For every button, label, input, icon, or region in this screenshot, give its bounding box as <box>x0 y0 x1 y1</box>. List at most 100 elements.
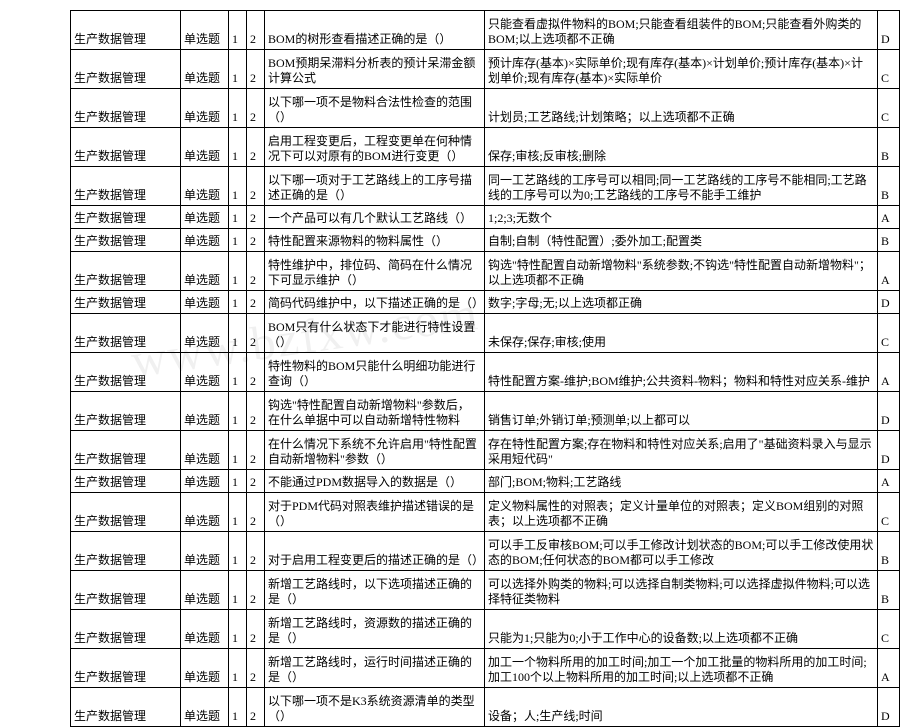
cell-n1: 1 <box>229 206 247 229</box>
cell-options: 同一工艺路线的工序号可以相同;同一工艺路线的工序号不能相同;工艺路线的工序号可以… <box>485 167 878 206</box>
cell-options: 1;2;3;无数个 <box>485 206 878 229</box>
cell-question: BOM的树形查看描述正确的是（） <box>265 11 485 50</box>
cell-options: 只能查看虚拟件物料的BOM;只能查看组装件的BOM;只能查看外购类的BOM;以上… <box>485 11 878 50</box>
table-row: 生产数据管理单选题12BOM只有什么状态下才能进行特性设置（）未保存;保存;审核… <box>71 314 900 353</box>
cell-type: 单选题 <box>181 314 229 353</box>
cell-type: 单选题 <box>181 167 229 206</box>
cell-question: 一个产品可以有几个默认工艺路线（） <box>265 206 485 229</box>
cell-options: 设备；人;生产线;时间 <box>485 688 878 727</box>
cell-n1: 1 <box>229 229 247 252</box>
cell-answer: C <box>878 493 900 532</box>
cell-n1: 1 <box>229 493 247 532</box>
cell-question: 不能通过PDM数据导入的数据是（） <box>265 470 485 493</box>
cell-question: 特性物料的BOM只能什么明细功能进行查询（） <box>265 353 485 392</box>
cell-n2: 2 <box>247 493 265 532</box>
cell-answer: B <box>878 571 900 610</box>
cell-n2: 2 <box>247 50 265 89</box>
cell-n2: 2 <box>247 89 265 128</box>
cell-n2: 2 <box>247 610 265 649</box>
cell-type: 单选题 <box>181 571 229 610</box>
cell-n2: 2 <box>247 206 265 229</box>
table-row: 生产数据管理单选题12特性物料的BOM只能什么明细功能进行查询（）特性配置方案-… <box>71 353 900 392</box>
cell-n2: 2 <box>247 571 265 610</box>
cell-category: 生产数据管理 <box>71 610 181 649</box>
cell-type: 单选题 <box>181 252 229 291</box>
cell-category: 生产数据管理 <box>71 229 181 252</box>
cell-type: 单选题 <box>181 493 229 532</box>
cell-answer: B <box>878 532 900 571</box>
table-row: 生产数据管理单选题12新增工艺路线时，资源数的描述正确的是（）只能为1;只能为0… <box>71 610 900 649</box>
cell-options: 定义物料属性的对照表；定义计量单位的对照表；定义BOM组别的对照表；以上选项都不… <box>485 493 878 532</box>
cell-type: 单选题 <box>181 353 229 392</box>
cell-category: 生产数据管理 <box>71 89 181 128</box>
cell-options: 钩选"特性配置自动新增物料"系统参数;不钩选"特性配置自动新增物料"；以上选项都… <box>485 252 878 291</box>
cell-answer: B <box>878 229 900 252</box>
table-row: 生产数据管理单选题12简码代码维护中，以下描述正确的是（）数字;字母;无;以上选… <box>71 291 900 314</box>
table-row: 生产数据管理单选题12特性配置来源物料的物料属性（）自制;自制（特性配置）;委外… <box>71 229 900 252</box>
cell-type: 单选题 <box>181 206 229 229</box>
table-row: 生产数据管理单选题12不能通过PDM数据导入的数据是（）部门;BOM;物料;工艺… <box>71 470 900 493</box>
cell-category: 生产数据管理 <box>71 11 181 50</box>
cell-type: 单选题 <box>181 392 229 431</box>
table-row: 生产数据管理单选题12对于PDM代码对照表维护描述错误的是（）定义物料属性的对照… <box>71 493 900 532</box>
cell-options: 计划员;工艺路线;计划策略；以上选项都不正确 <box>485 89 878 128</box>
cell-answer: D <box>878 431 900 470</box>
cell-category: 生产数据管理 <box>71 50 181 89</box>
table-row: 生产数据管理单选题12以下哪一项不是K3系统资源清单的类型（）设备；人;生产线;… <box>71 688 900 727</box>
cell-n1: 1 <box>229 50 247 89</box>
cell-n1: 1 <box>229 649 247 688</box>
cell-type: 单选题 <box>181 649 229 688</box>
cell-n1: 1 <box>229 128 247 167</box>
cell-answer: B <box>878 128 900 167</box>
cell-type: 单选题 <box>181 470 229 493</box>
cell-options: 自制;自制（特性配置）;委外加工;配置类 <box>485 229 878 252</box>
cell-question: 钩选"特性配置自动新增物料"参数后，在什么单据中可以自动新增特性物料 <box>265 392 485 431</box>
cell-answer: A <box>878 470 900 493</box>
cell-type: 单选题 <box>181 50 229 89</box>
cell-options: 销售订单;外销订单;预测单;以上都可以 <box>485 392 878 431</box>
cell-n1: 1 <box>229 353 247 392</box>
cell-n2: 2 <box>247 649 265 688</box>
cell-question: BOM预期呆滞料分析表的预计呆滞金额计算公式 <box>265 50 485 89</box>
cell-question: 对于PDM代码对照表维护描述错误的是（） <box>265 493 485 532</box>
cell-question: 特性配置来源物料的物料属性（） <box>265 229 485 252</box>
cell-answer: A <box>878 206 900 229</box>
cell-n1: 1 <box>229 688 247 727</box>
cell-answer: D <box>878 392 900 431</box>
cell-n1: 1 <box>229 11 247 50</box>
cell-n2: 2 <box>247 229 265 252</box>
cell-n1: 1 <box>229 470 247 493</box>
cell-options: 可以手工反审核BOM;可以手工修改计划状态的BOM;可以手工修改使用状态的BOM… <box>485 532 878 571</box>
table-row: 生产数据管理单选题12BOM的树形查看描述正确的是（）只能查看虚拟件物料的BOM… <box>71 11 900 50</box>
cell-n2: 2 <box>247 532 265 571</box>
cell-category: 生产数据管理 <box>71 431 181 470</box>
cell-answer: A <box>878 252 900 291</box>
cell-category: 生产数据管理 <box>71 470 181 493</box>
cell-category: 生产数据管理 <box>71 291 181 314</box>
cell-n2: 2 <box>247 167 265 206</box>
cell-answer: C <box>878 89 900 128</box>
cell-type: 单选题 <box>181 688 229 727</box>
cell-category: 生产数据管理 <box>71 688 181 727</box>
cell-category: 生产数据管理 <box>71 206 181 229</box>
cell-n1: 1 <box>229 291 247 314</box>
cell-question: 新增工艺路线时，运行时间描述正确的是（） <box>265 649 485 688</box>
cell-n1: 1 <box>229 571 247 610</box>
cell-n1: 1 <box>229 314 247 353</box>
table-row: 生产数据管理单选题12钩选"特性配置自动新增物料"参数后，在什么单据中可以自动新… <box>71 392 900 431</box>
table-row: 生产数据管理单选题12BOM预期呆滞料分析表的预计呆滞金额计算公式预计库存(基本… <box>71 50 900 89</box>
table-row: 生产数据管理单选题12新增工艺路线时，运行时间描述正确的是（）加工一个物料所用的… <box>71 649 900 688</box>
cell-n2: 2 <box>247 11 265 50</box>
table-row: 生产数据管理单选题12在什么情况下系统不允许启用"特性配置自动新增物料"参数（）… <box>71 431 900 470</box>
cell-n1: 1 <box>229 532 247 571</box>
table-row: 生产数据管理单选题12对于启用工程变更后的描述正确的是（）可以手工反审核BOM;… <box>71 532 900 571</box>
table-row: 生产数据管理单选题12启用工程变更后，工程变更单在何种情况下可以对原有的BOM进… <box>71 128 900 167</box>
cell-options: 部门;BOM;物料;工艺路线 <box>485 470 878 493</box>
cell-n2: 2 <box>247 392 265 431</box>
cell-type: 单选题 <box>181 128 229 167</box>
cell-category: 生产数据管理 <box>71 649 181 688</box>
cell-n2: 2 <box>247 470 265 493</box>
cell-question: 以下哪一项不是K3系统资源清单的类型（） <box>265 688 485 727</box>
cell-question: 简码代码维护中，以下描述正确的是（） <box>265 291 485 314</box>
cell-question: 新增工艺路线时，资源数的描述正确的是（） <box>265 610 485 649</box>
